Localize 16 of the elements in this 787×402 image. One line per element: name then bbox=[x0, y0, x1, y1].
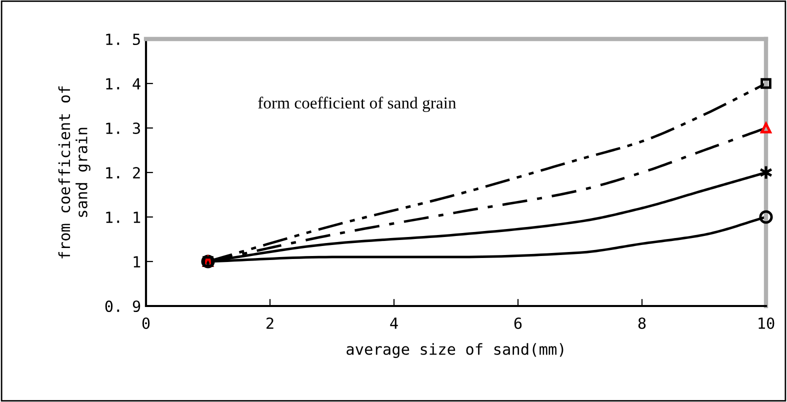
y-tick-label: 0. 9 bbox=[105, 300, 140, 312]
x-tick-label: 4 bbox=[390, 318, 398, 329]
x-tick-label: 2 bbox=[266, 317, 274, 329]
x-axis-title: average size of sand(mm) bbox=[346, 343, 564, 358]
x-tick-label: 0 bbox=[142, 317, 150, 330]
y-tick-label: 1. 3 bbox=[106, 122, 140, 134]
y-tick-label: 1. 1 bbox=[106, 212, 140, 223]
y-tick-label: 1. 5 bbox=[106, 34, 140, 46]
y-tick-label: 1. 2 bbox=[106, 167, 140, 178]
x-tick-label: 6 bbox=[514, 317, 522, 330]
y-tick-label: 1 bbox=[134, 256, 140, 268]
x-tick-label: 10 bbox=[758, 317, 774, 330]
x-tick-label: 8 bbox=[638, 317, 646, 330]
y-tick-label: 1. 4 bbox=[106, 78, 140, 90]
annotation: form coefficient of sand grain bbox=[258, 96, 456, 112]
y-axis-title: from coefficient of sand grain bbox=[58, 86, 90, 258]
